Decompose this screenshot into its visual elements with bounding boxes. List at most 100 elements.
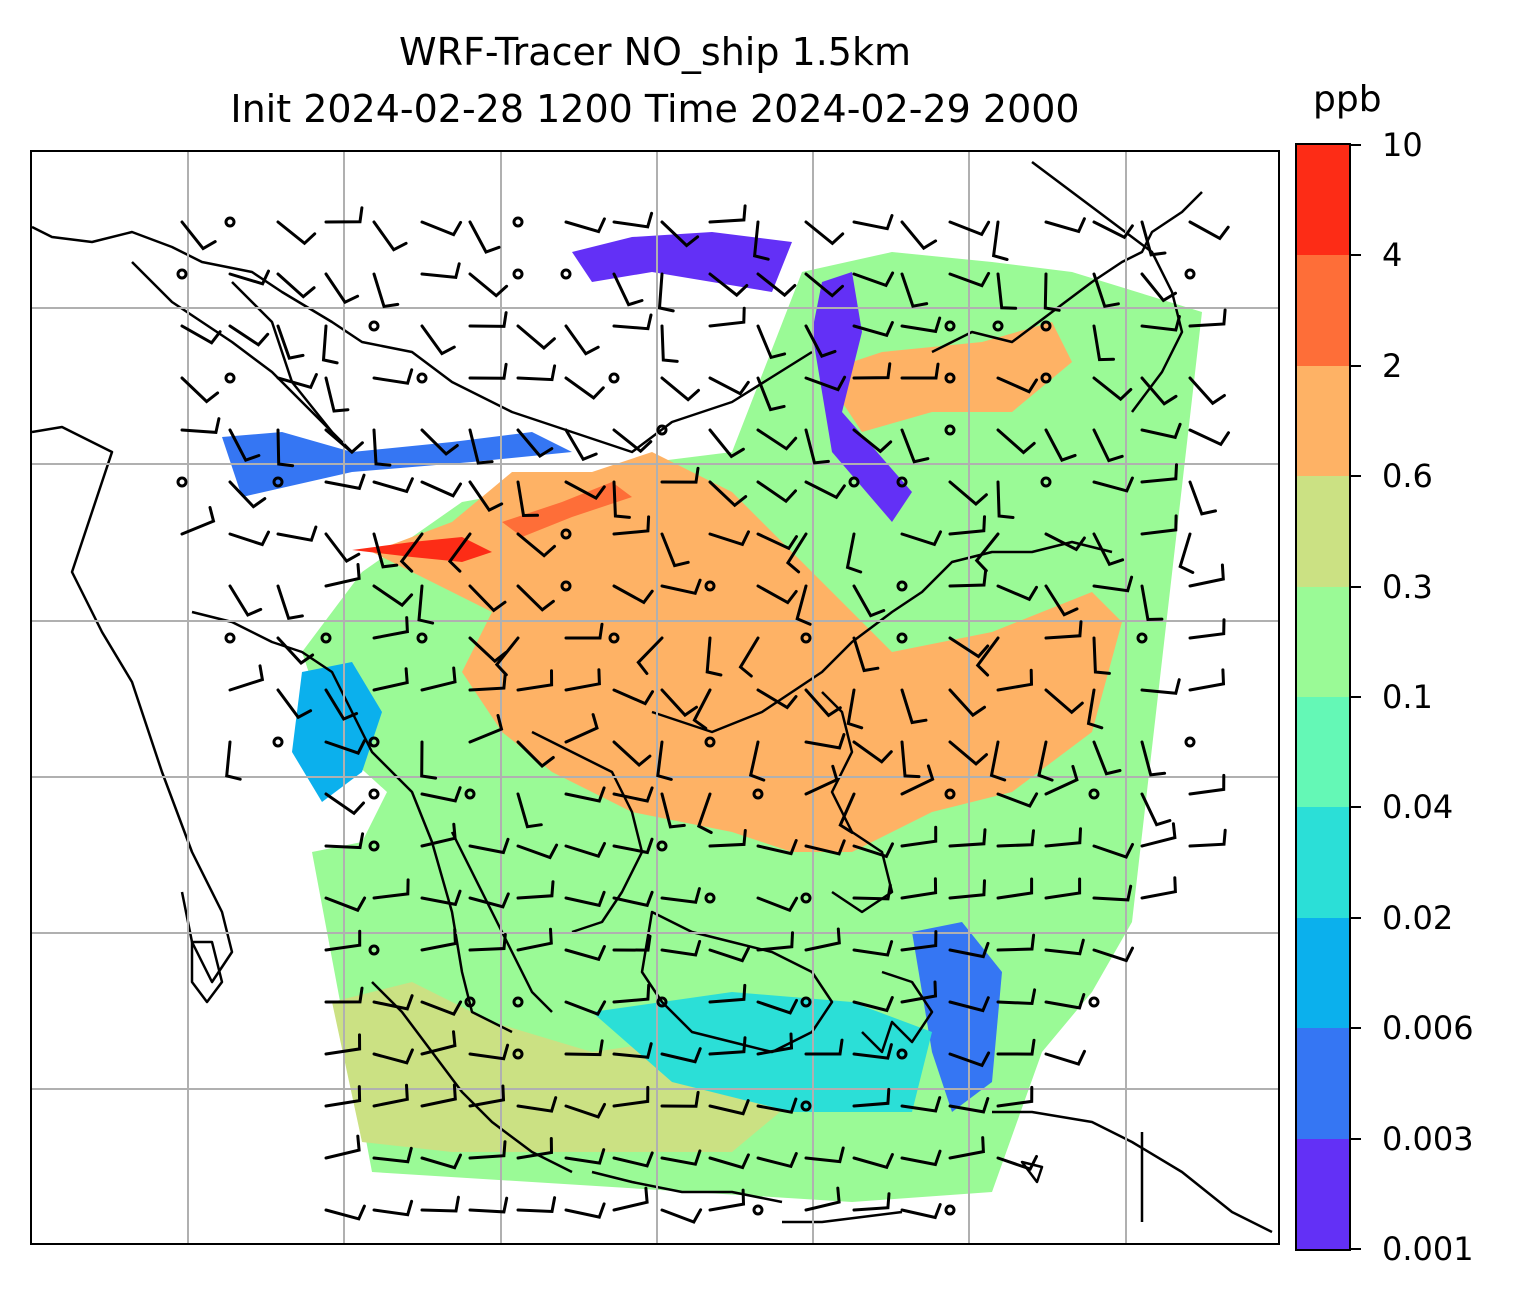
- wind-barb: [180, 376, 220, 404]
- wind-barb: [756, 480, 797, 504]
- calm-wind-circle: [560, 268, 572, 280]
- wind-barb: [468, 892, 510, 909]
- wind-barb: [708, 1036, 747, 1056]
- wind-barb: [564, 1000, 607, 1016]
- wind-barb: [372, 532, 399, 569]
- wind-barb: [228, 480, 267, 509]
- wind-barb: [1044, 877, 1082, 900]
- wind-barb: [1188, 220, 1230, 241]
- calm-wind-circle: [560, 580, 572, 592]
- wind-barb: [1140, 376, 1178, 406]
- calm-wind-circle: [1040, 372, 1052, 384]
- india-coast: [32, 425, 234, 984]
- wind-barb: [1092, 428, 1124, 463]
- wind-barb: [324, 1085, 362, 1108]
- colorbar-tick: [1351, 585, 1361, 588]
- calm-wind-circle: [704, 736, 716, 748]
- wind-barb: [948, 1051, 991, 1068]
- wind-barb: [468, 837, 510, 855]
- wind-barb: [1140, 463, 1178, 484]
- wind-barb: [756, 931, 794, 952]
- wind-barb: [180, 506, 216, 536]
- wind-barbs: [176, 204, 1230, 1224]
- wind-barb: [1044, 584, 1079, 617]
- wind-barb: [324, 206, 364, 224]
- calm-wind-circle: [896, 1048, 908, 1060]
- wind-barb: [420, 1083, 457, 1108]
- sumatra-coast: [371, 981, 573, 1174]
- wind-barb: [804, 1038, 844, 1056]
- wind-barb: [708, 946, 750, 963]
- wind-barb: [900, 316, 942, 334]
- indochina-coast: [531, 730, 644, 934]
- calm-wind-circle: [560, 528, 572, 540]
- wind-barb: [852, 1087, 891, 1108]
- central-plume: [372, 452, 1122, 852]
- wind-barb: [804, 839, 846, 856]
- wind-barb: [996, 272, 1018, 310]
- border-line: [231, 281, 333, 433]
- wind-barb: [228, 664, 265, 692]
- colorbar-tick: [1351, 806, 1361, 809]
- calm-wind-circle: [896, 632, 908, 644]
- low-area-east: [812, 272, 912, 522]
- wind-barb: [852, 883, 892, 901]
- wind-barb: [660, 887, 701, 904]
- wind-barb: [660, 688, 698, 718]
- colorbar-tick: [1351, 254, 1361, 257]
- wind-barb: [447, 532, 472, 573]
- wind-barb: [900, 220, 938, 251]
- wind-barb: [996, 933, 1036, 952]
- wind-barb: [612, 740, 652, 767]
- wind-barb: [564, 786, 606, 803]
- colorbar-segment: [1297, 145, 1349, 256]
- calm-wind-circle: [512, 1048, 524, 1060]
- wind-barb: [660, 1208, 703, 1224]
- graticule: [32, 152, 1278, 1243]
- low-area-west: [292, 662, 382, 802]
- colorbar-segment: [1297, 476, 1349, 587]
- wind-barb: [612, 428, 653, 454]
- calm-wind-circle: [224, 216, 236, 228]
- wind-barb: [708, 306, 746, 328]
- calm-wind-circle: [656, 424, 668, 436]
- wind-barb: [748, 740, 766, 782]
- wind-barb: [324, 986, 364, 1004]
- colorbar-segment: [1297, 1028, 1349, 1139]
- wind-barb: [1140, 422, 1182, 440]
- wind-barb: [1140, 315, 1181, 332]
- wind-barb: [1044, 688, 1084, 715]
- wind-barb: [660, 324, 679, 363]
- wind-barb: [516, 364, 557, 382]
- wind-barb: [1092, 272, 1120, 309]
- wind-barb: [1188, 668, 1226, 692]
- wind-barb: [372, 272, 400, 309]
- wind-barb: [276, 272, 316, 299]
- calm-wind-circle: [656, 840, 668, 852]
- wind-barb: [468, 1196, 509, 1214]
- wind-barb: [564, 1102, 606, 1119]
- wind-barb: [612, 1151, 654, 1168]
- japan-coast: [1031, 161, 1184, 413]
- wind-barb: [420, 889, 462, 907]
- wind-barb: [989, 740, 1007, 782]
- wind-barb: [516, 584, 555, 612]
- wind-barb: [660, 532, 690, 568]
- wind-barb: [948, 1097, 990, 1114]
- wind-barb: [468, 362, 508, 380]
- wind-barb: [276, 636, 315, 665]
- wind-barb: [852, 842, 894, 859]
- wind-barb: [948, 688, 986, 718]
- colorbar-tick: [1351, 364, 1361, 367]
- wind-barb: [1092, 220, 1134, 240]
- wind-barb: [1188, 618, 1226, 640]
- wind-barb: [996, 1038, 1036, 1056]
- wind-barb: [948, 740, 988, 766]
- wind-barb: [852, 321, 894, 338]
- wind-barb: [420, 480, 462, 498]
- wind-barb: [804, 324, 837, 358]
- wind-barb: [324, 929, 362, 952]
- wind-barb: [324, 739, 366, 755]
- colorbar-tick-label: 0.04: [1382, 788, 1454, 827]
- map-panel: [30, 150, 1280, 1245]
